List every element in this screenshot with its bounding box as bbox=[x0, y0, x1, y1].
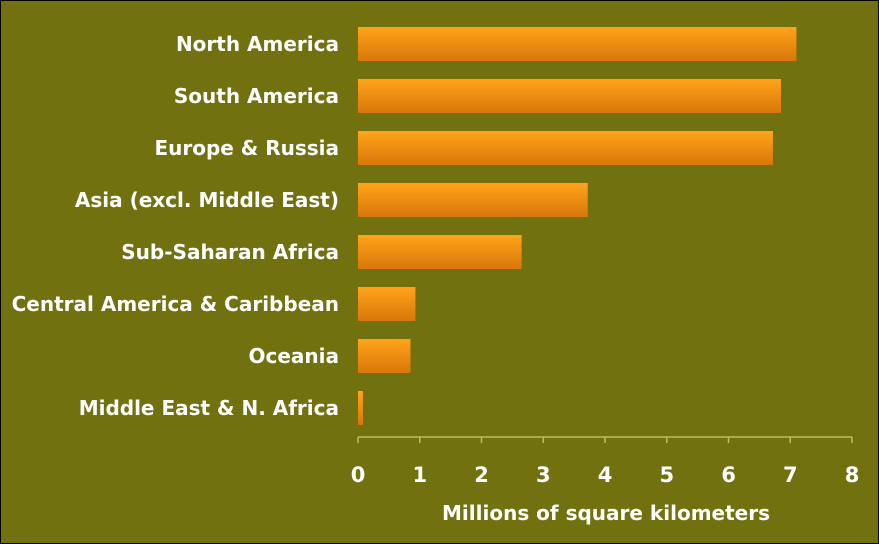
x-tick-label: 5 bbox=[659, 463, 674, 487]
x-tick-label: 1 bbox=[412, 463, 427, 487]
bar bbox=[358, 287, 416, 321]
category-label: Oceania bbox=[248, 344, 339, 368]
bars bbox=[358, 27, 797, 425]
bar bbox=[358, 235, 522, 269]
x-tick-label: 0 bbox=[351, 463, 366, 487]
bar bbox=[358, 79, 781, 113]
bar bbox=[358, 339, 411, 373]
category-label: Europe & Russia bbox=[154, 136, 339, 160]
category-label: Central America & Caribbean bbox=[12, 292, 339, 316]
bar bbox=[358, 391, 363, 425]
x-tick-label: 4 bbox=[598, 463, 613, 487]
category-labels: North America South America Europe & Russi… bbox=[12, 32, 339, 420]
bar bbox=[358, 131, 773, 165]
bar bbox=[358, 183, 588, 217]
x-tick-label: 7 bbox=[783, 463, 798, 487]
x-tick-label: 8 bbox=[845, 463, 860, 487]
category-label: Asia (excl. Middle East) bbox=[75, 188, 339, 212]
bar bbox=[358, 27, 797, 61]
x-axis: 0 1 2 3 4 5 6 7 8 bbox=[351, 436, 860, 487]
x-tick-label: 6 bbox=[721, 463, 736, 487]
x-tick-label: 2 bbox=[474, 463, 489, 487]
category-label: South America bbox=[174, 84, 339, 108]
x-axis-title: Millions of square kilometers bbox=[442, 501, 770, 525]
category-label: North America bbox=[176, 32, 339, 56]
category-label: Sub-Saharan Africa bbox=[121, 240, 339, 264]
x-tick-label: 3 bbox=[536, 463, 551, 487]
category-label: Middle East & N. Africa bbox=[79, 396, 339, 420]
